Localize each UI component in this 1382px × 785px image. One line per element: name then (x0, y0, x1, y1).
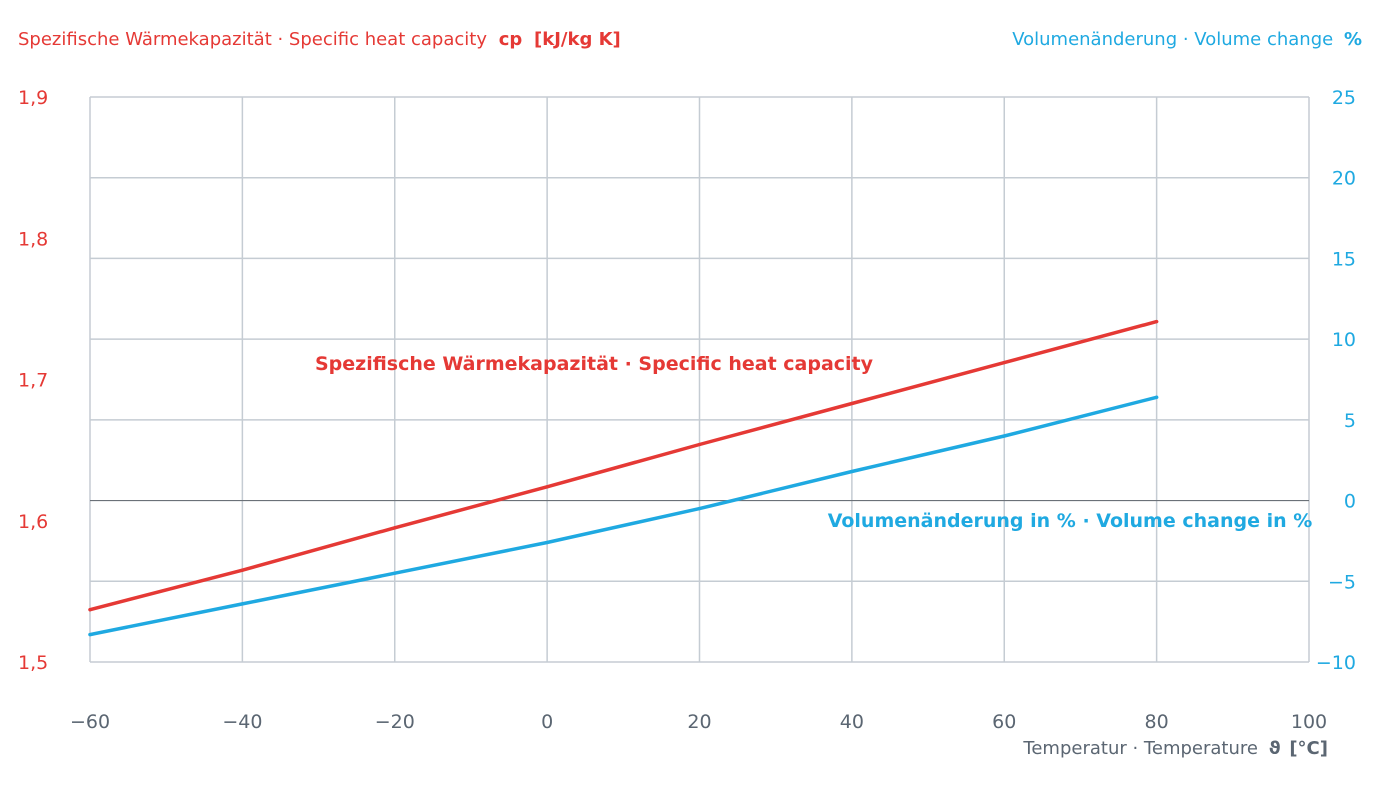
left-tick-label-3: 1,6 (18, 511, 48, 533)
series-1-point-1 (240, 602, 244, 606)
x-tick-label-5: 40 (840, 711, 864, 733)
series-1-point-3 (545, 540, 549, 545)
right-tick-label-7: −10 (1316, 652, 1356, 674)
series-1-point-5 (850, 469, 854, 474)
x-tick-label-0: −60 (70, 711, 110, 733)
right-tick-label-2: 15 (1332, 248, 1356, 270)
right-axis-title-text: Volumenänderung · Volume change (1012, 29, 1333, 50)
right-tick-label-0: 25 (1332, 87, 1356, 109)
grid (89, 96, 1310, 663)
series-line-1 (88, 395, 1159, 637)
right-tick-label-3: 10 (1332, 329, 1356, 351)
series-0-point-1 (240, 568, 244, 572)
series-1-point-6 (1002, 434, 1006, 438)
x-axis-title: Temperatur · Temperature ϑ [°C] (1022, 738, 1328, 759)
x-axis-symbol: ϑ (1269, 738, 1281, 759)
x-tick-label-6: 60 (992, 711, 1016, 733)
series-0-point-5 (850, 401, 854, 406)
x-tick-label-1: −40 (222, 711, 262, 733)
x-axis-unit: [°C] (1289, 738, 1328, 759)
series-label-volume-change: Volumenänderung in % · Volume change in … (828, 510, 1313, 532)
left-axis-symbol: cp (499, 29, 523, 50)
right-tick-label-4: 5 (1344, 410, 1356, 432)
left-tick-label-0: 1,9 (18, 87, 48, 109)
left-tick-label-2: 1,7 (18, 370, 48, 392)
x-tick-label-3: 0 (541, 711, 553, 733)
x-tick-label-2: −20 (375, 711, 415, 733)
series-0-point-0 (88, 608, 92, 612)
series-1-point-2 (393, 571, 397, 575)
left-tick-label-4: 1,5 (18, 652, 48, 674)
x-axis-title-text: Temperatur · Temperature (1022, 738, 1258, 759)
series-0-point-3 (545, 485, 549, 489)
series-line-0 (88, 319, 1159, 612)
x-tick-label-7: 80 (1145, 711, 1169, 733)
x-tick-label-4: 20 (687, 711, 711, 733)
series-label-heat-capacity: Spezifische Wärmekapazität · Specific he… (315, 353, 874, 375)
left-axis-title-text: Spezifische Wärmekapazität · Specific he… (18, 29, 487, 50)
right-tick-label-6: −5 (1328, 571, 1356, 593)
right-axis-unit: % (1344, 29, 1362, 50)
right-tick-label-5: 0 (1344, 491, 1356, 513)
series-0-point-4 (697, 442, 702, 447)
left-tick-label-1: 1,8 (18, 228, 48, 250)
left-axis-unit: [kJ/kg K] (534, 29, 621, 50)
series-layer (88, 319, 1159, 637)
series-1-point-0 (88, 632, 92, 637)
series-1-point-4 (697, 507, 702, 511)
left-axis-title: Spezifische Wärmekapazität · Specific he… (18, 29, 621, 50)
ticks-layer: −60 −40 −20 0 20 40 60 80 1001,91,81,71,61,52520… (18, 87, 1356, 733)
right-tick-label-1: 20 (1332, 168, 1356, 190)
series-0-point-2 (393, 526, 397, 530)
series-0-point-7 (1155, 319, 1159, 324)
x-tick-label-8: 100 (1291, 711, 1327, 733)
series-0-point-6 (1002, 360, 1006, 365)
right-axis-title: Volumenänderung · Volume change % (1012, 29, 1362, 50)
series-1-point-7 (1155, 395, 1159, 399)
